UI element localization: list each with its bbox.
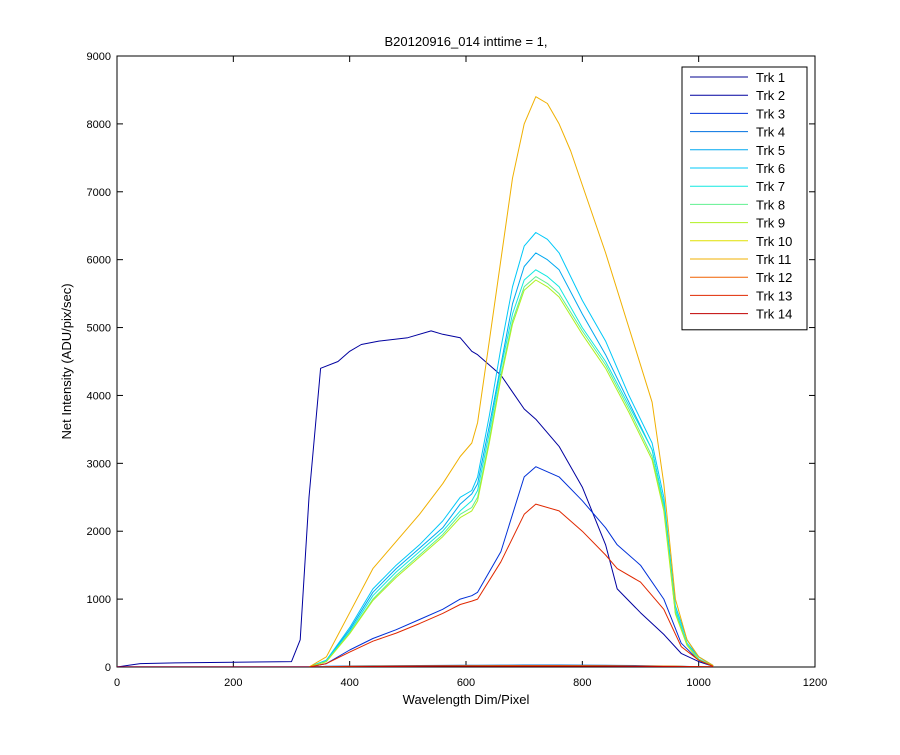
legend: Trk 1 Trk 2 Trk 3 Trk 4 Trk 5 Trk 6 Trk 7 Trk 8… <box>681 66 808 331</box>
legend-label-trk-3: Trk 3 <box>756 106 785 121</box>
y-tick-label: 0 <box>105 662 111 674</box>
y-tick-label: 8000 <box>87 119 111 131</box>
legend-label-trk-11: Trk 11 <box>756 252 791 267</box>
legend-box <box>681 66 808 331</box>
y-axis-title: Net Intensity (ADU/pix/sec) <box>59 283 74 439</box>
series-line-trk-8 <box>117 276 714 667</box>
legend-label-trk-5: Trk 5 <box>756 143 785 158</box>
y-tick-label: 6000 <box>87 255 111 267</box>
legend-label-trk-7: Trk 7 <box>756 179 785 194</box>
legend-label-trk-10: Trk 10 <box>756 234 792 249</box>
x-tick-label: 200 <box>224 677 242 689</box>
legend-label-trk-6: Trk 6 <box>756 161 785 176</box>
legend-label-trk-9: Trk 9 <box>756 216 785 231</box>
legend-label-trk-12: Trk 12 <box>756 270 792 285</box>
legend-label-trk-4: Trk 4 <box>756 125 785 140</box>
x-tick-label: 600 <box>457 677 475 689</box>
legend-label-trk-1: Trk 1 <box>756 70 785 85</box>
x-axis-title: Wavelength Dim/Pixel <box>403 692 530 707</box>
x-tick-label: 800 <box>573 677 591 689</box>
y-tick-label: 7000 <box>87 187 111 199</box>
series-line-trk-3 <box>117 466 714 667</box>
legend-label-trk-8: Trk 8 <box>756 197 785 212</box>
series-line-trk-13 <box>117 503 714 667</box>
series-line-trk-14 <box>117 665 714 667</box>
series-line-trk-6 <box>117 232 714 667</box>
series-line-trk-2 <box>117 330 714 667</box>
y-tick-label: 4000 <box>87 390 111 402</box>
legend-label-trk-14: Trk 14 <box>756 307 792 322</box>
legend-label-trk-2: Trk 2 <box>756 88 785 103</box>
series-line-trk-11 <box>117 96 714 667</box>
y-tick-label: 3000 <box>87 458 111 470</box>
y-tick-label: 5000 <box>87 323 111 335</box>
x-tick-label: 0 <box>114 677 120 689</box>
x-tick-label: 1200 <box>803 677 827 689</box>
series-line-trk-9 <box>117 279 714 667</box>
series-group <box>117 96 714 667</box>
x-tick-label: 1000 <box>686 677 710 689</box>
legend-label-trk-13: Trk 13 <box>756 288 792 303</box>
y-tick-label: 2000 <box>87 526 111 538</box>
y-tick-label: 1000 <box>87 594 111 606</box>
y-tick-label: 9000 <box>87 51 111 63</box>
series-line-trk-7 <box>117 269 714 667</box>
x-tick-label: 400 <box>340 677 358 689</box>
chart-title: B20120916_014 inttime = 1, <box>385 34 548 49</box>
